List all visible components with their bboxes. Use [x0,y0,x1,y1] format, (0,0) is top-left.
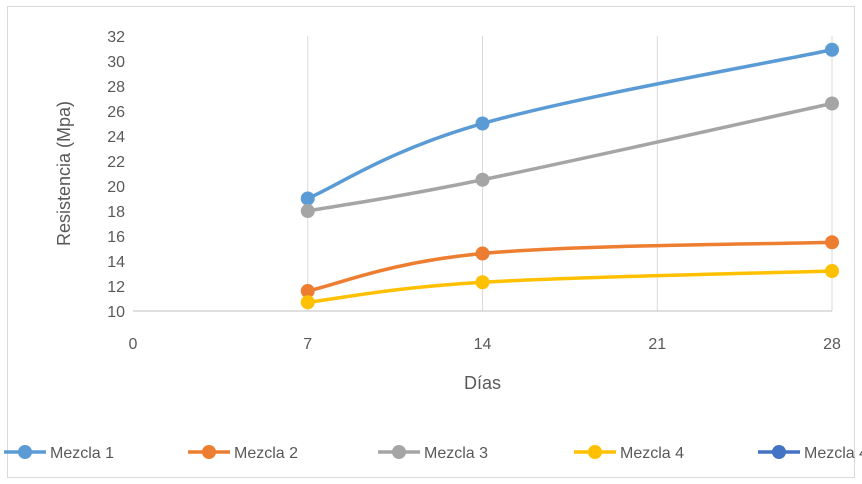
legend-item-5: Mezcla 4E [758,445,862,462]
legend-label: Mezcla 2 [234,445,298,462]
y-tick-label: 12 [107,279,125,296]
x-tick-label: 28 [823,336,841,353]
x-tick-label: 7 [303,336,312,353]
y-tick-label: 22 [107,154,125,171]
legend-label: Mezcla 4E [804,445,862,462]
y-tick-label: 16 [107,229,125,246]
data-point-series-2-x7 [300,284,315,298]
y-tick-label: 20 [107,179,125,196]
legend-marker [18,445,32,459]
x-axis-ticks: 0 7 14 21 28 [129,336,841,353]
y-tick-label: 28 [107,79,125,96]
data-point-series-3-x7 [300,204,315,218]
x-tick-label: 14 [474,336,492,353]
series-layer [300,42,839,310]
legend-marker [588,445,602,459]
series-line-2 [306,240,834,293]
data-point-series-2-x28 [825,235,839,250]
series-line-3 [306,101,834,213]
chart-frame [7,6,855,478]
y-tick-label: 14 [107,254,125,271]
legend: Mezcla 1 Mezcla 2 Mezcla 3 Mezcla 4 Mezcla 4… [4,445,862,462]
legend-label: Mezcla 4 [620,445,684,462]
legend-marker [392,445,406,459]
legend-label: Mezcla 1 [50,445,114,462]
y-axis-title: Resistencia (Mpa) [54,101,74,246]
y-tick-label: 32 [107,29,125,46]
y-tick-label: 30 [107,54,125,71]
legend-marker [202,445,216,459]
y-tick-label: 26 [107,104,125,121]
x-tick-label: 21 [648,336,666,353]
legend-label: Mezcla 3 [424,445,488,462]
data-point-series-3-x14 [475,172,490,187]
y-tick-label: 10 [107,304,125,321]
legend-item-1: Mezcla 1 [4,445,114,462]
data-point-series-1-x28 [825,42,839,57]
data-point-series-4-x14 [475,275,490,290]
data-point-series-1-x14 [475,116,490,131]
y-tick-label: 24 [107,129,125,146]
data-point-series-1-x7 [300,191,315,206]
legend-item-2: Mezcla 2 [188,445,298,462]
legend-marker [772,445,786,459]
x-axis-title: Días [464,373,501,393]
y-tick-label: 18 [107,204,125,221]
y-axis-ticks: 10 12 14 16 18 20 22 24 26 28 30 32 [107,29,125,321]
legend-item-3: Mezcla 3 [378,445,488,462]
data-point-series-4-x28 [825,264,839,278]
legend-item-4: Mezcla 4 [574,445,684,462]
series-line-1 [306,48,834,201]
x-tick-label: 0 [129,336,138,353]
data-point-series-4-x7 [300,295,315,310]
data-point-series-2-x14 [475,246,490,261]
series-line-4 [306,269,834,304]
data-point-series-3-x28 [825,96,839,111]
